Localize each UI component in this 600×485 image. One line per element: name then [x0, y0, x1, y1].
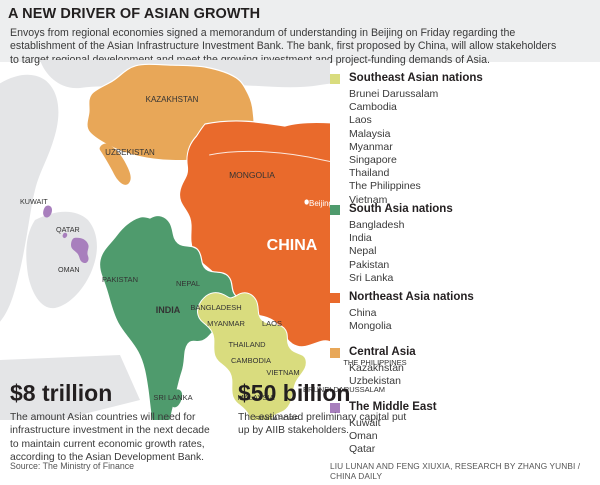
svg-text:NEPAL: NEPAL [176, 279, 200, 288]
svg-text:CHINA: CHINA [267, 237, 318, 254]
svg-text:MYANMAR: MYANMAR [207, 319, 245, 328]
svg-text:KAZAKHSTAN: KAZAKHSTAN [146, 95, 199, 104]
svg-text:QATAR: QATAR [56, 225, 80, 234]
svg-text:INDIA: INDIA [156, 305, 181, 315]
svg-text:UZBEKISTAN: UZBEKISTAN [105, 148, 155, 157]
svg-text:KUWAIT: KUWAIT [20, 197, 48, 206]
svg-text:LAOS: LAOS [262, 319, 282, 328]
svg-text:PAKISTAN: PAKISTAN [102, 275, 138, 284]
svg-text:THAILAND: THAILAND [228, 340, 266, 349]
svg-text:CAMBODIA: CAMBODIA [231, 356, 271, 365]
svg-text:BANGLADESH: BANGLADESH [190, 303, 241, 312]
svg-text:VIETNAM: VIETNAM [266, 368, 299, 377]
svg-text:OMAN: OMAN [58, 265, 80, 274]
svg-text:MONGOLIA: MONGOLIA [229, 170, 275, 180]
